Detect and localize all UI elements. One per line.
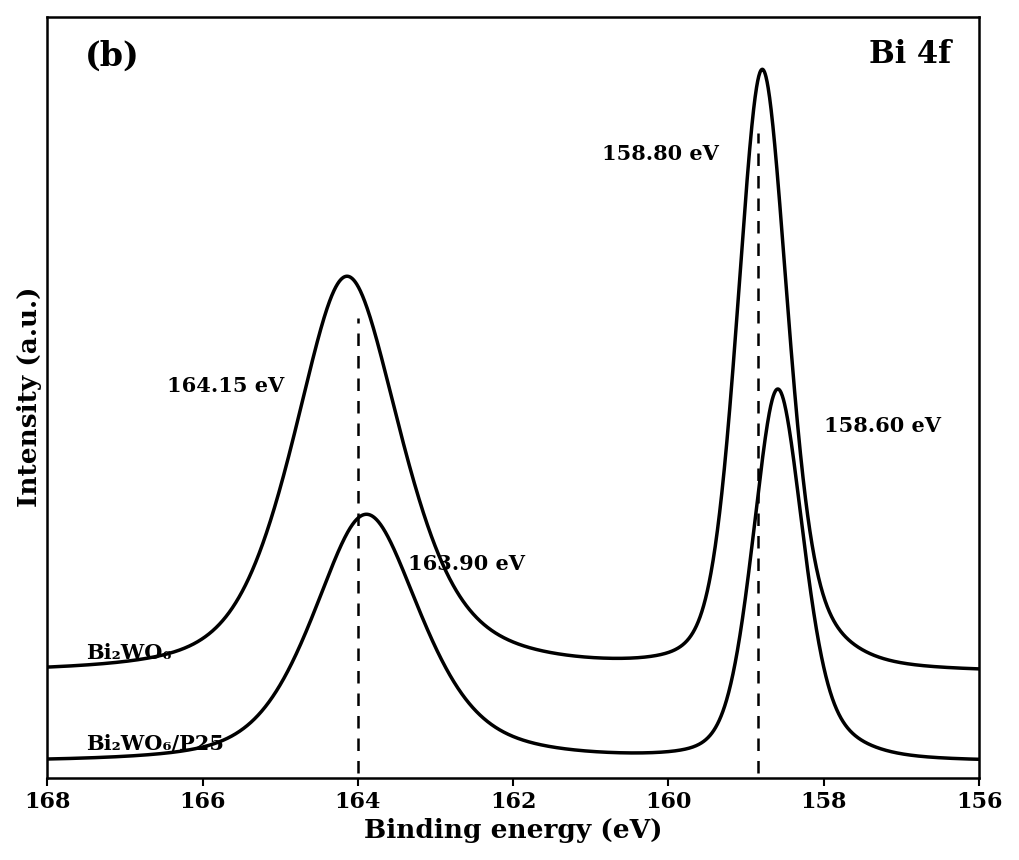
Text: Bi₂WO₆/P25: Bi₂WO₆/P25 [86,734,224,754]
Text: Bi 4f: Bi 4f [869,40,951,71]
X-axis label: Binding energy (eV): Binding energy (eV) [364,819,662,844]
Text: (b): (b) [85,40,140,72]
Text: 158.60 eV: 158.60 eV [823,415,941,436]
Text: 158.80 eV: 158.80 eV [602,144,719,164]
Text: 164.15 eV: 164.15 eV [167,376,284,396]
Text: Bi₂WO₆: Bi₂WO₆ [86,643,171,663]
Text: 163.90 eV: 163.90 eV [408,554,525,574]
Y-axis label: Intensity (a.u.): Intensity (a.u.) [16,287,42,507]
